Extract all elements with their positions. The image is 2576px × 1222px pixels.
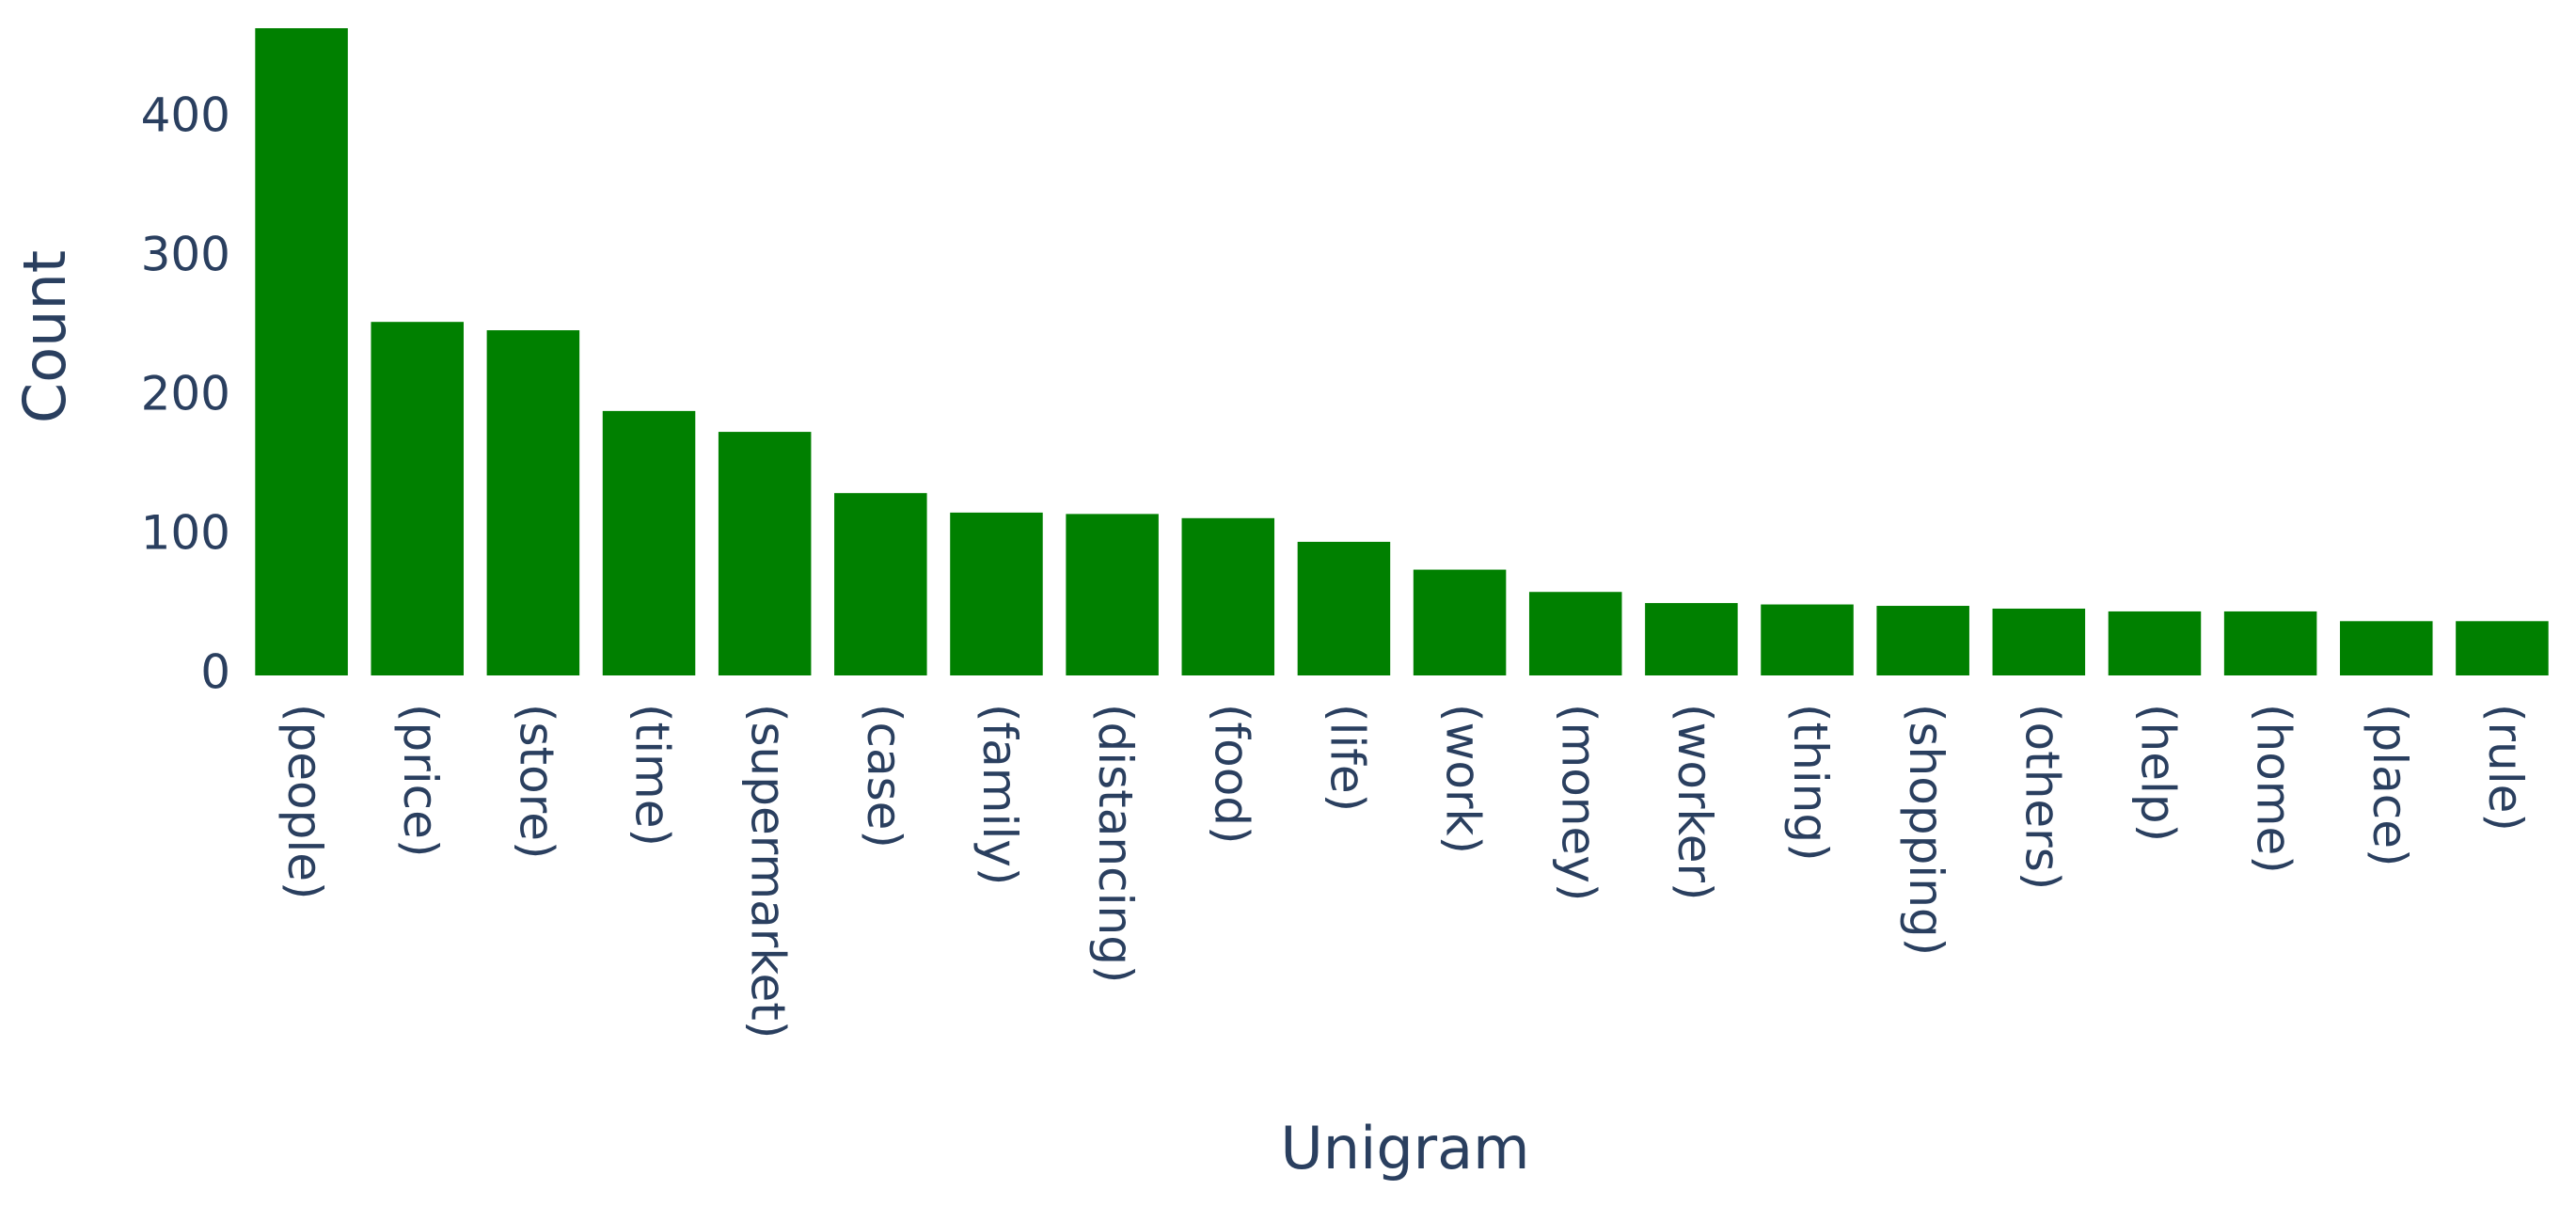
x-axis-title: Unigram: [1280, 1114, 1529, 1182]
x-tick-label: (time): [625, 704, 680, 847]
x-tick-label: (place): [2363, 704, 2417, 867]
bar: [2456, 621, 2549, 675]
x-tick-label: (worker): [1667, 704, 1722, 901]
bar: [255, 28, 348, 675]
bar: [1645, 603, 1738, 675]
x-tick-label: (rule): [2478, 704, 2533, 832]
bar: [1761, 604, 1854, 675]
x-tick-label: (people): [277, 704, 332, 900]
bar: [1297, 541, 1391, 675]
x-tick-label: (life): [1320, 704, 1374, 812]
bar: [1992, 608, 2086, 675]
bar: [602, 410, 696, 675]
x-tick-label: (help): [2130, 704, 2185, 842]
x-tick-label: (home): [2247, 704, 2301, 874]
y-tick-label: 200: [141, 367, 230, 421]
x-tick-label: (work): [1436, 704, 1491, 854]
y-tick-label: 300: [141, 228, 230, 282]
y-tick-label: 0: [200, 645, 230, 700]
bar: [486, 330, 580, 675]
x-tick-label: (family): [972, 704, 1027, 885]
bar: [718, 432, 812, 675]
x-tick-label: (shopping): [1899, 704, 1953, 956]
bar: [834, 493, 927, 675]
x-tick-label: (price): [393, 704, 448, 857]
bar: [2108, 611, 2202, 675]
x-tick-label: (food): [1204, 704, 1258, 845]
bar: [1876, 606, 1969, 675]
x-tick-label: (case): [857, 704, 911, 849]
bar: [1528, 592, 1622, 675]
bar: [2340, 621, 2433, 675]
x-tick-label: (money): [1552, 704, 1606, 901]
bar: [371, 322, 464, 675]
bar: [1413, 569, 1507, 675]
bar: [1066, 514, 1159, 675]
x-tick-label: (thing): [1783, 704, 1838, 862]
bar: [2223, 611, 2317, 675]
x-tick-label: (supermarket): [741, 704, 796, 1039]
bar: [1181, 517, 1275, 675]
y-tick-label: 400: [141, 88, 230, 143]
x-tick-label: (others): [2015, 704, 2069, 890]
x-tick-label: (distancing): [1088, 704, 1143, 983]
y-tick-label: 100: [141, 506, 230, 561]
y-axis-title: Count: [10, 250, 79, 423]
x-tick-label: (store): [509, 704, 563, 859]
bar: [950, 512, 1043, 675]
